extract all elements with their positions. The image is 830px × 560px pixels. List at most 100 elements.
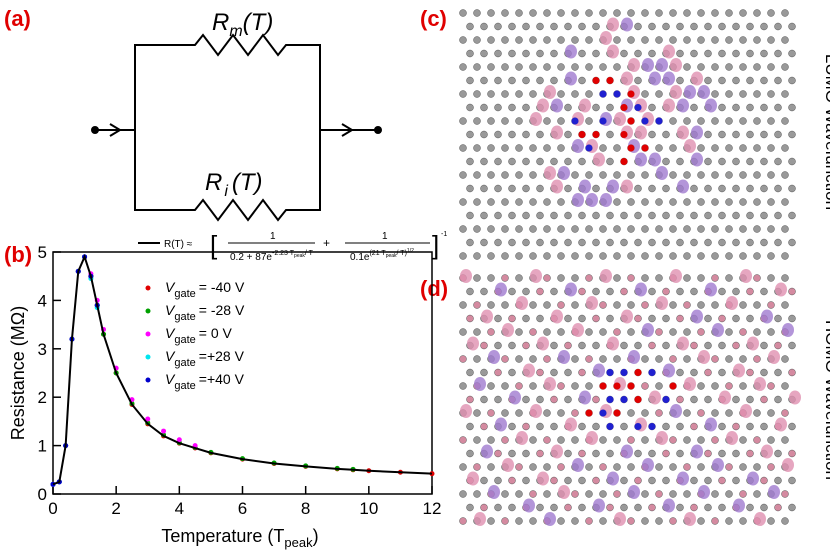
atom bbox=[774, 314, 782, 323]
atom bbox=[508, 211, 516, 220]
atom bbox=[501, 436, 509, 444]
orbital bbox=[600, 193, 612, 207]
atom bbox=[704, 476, 712, 485]
atom bbox=[571, 517, 579, 525]
panel-label: (b) bbox=[4, 242, 32, 267]
defect-atom bbox=[606, 77, 614, 84]
atom bbox=[578, 476, 586, 485]
atom bbox=[655, 382, 663, 390]
atom bbox=[585, 171, 593, 179]
atom bbox=[571, 225, 579, 233]
atom bbox=[459, 117, 467, 125]
atom bbox=[564, 130, 572, 139]
atom bbox=[592, 238, 600, 247]
atom bbox=[774, 238, 782, 247]
atom bbox=[536, 314, 544, 323]
atom bbox=[669, 144, 677, 152]
atom bbox=[599, 328, 607, 336]
atom bbox=[473, 409, 481, 417]
atom bbox=[648, 287, 656, 296]
atom bbox=[739, 301, 747, 309]
orbital bbox=[586, 193, 598, 207]
defect-atom bbox=[620, 104, 628, 111]
label: R bbox=[212, 9, 229, 36]
atom bbox=[704, 395, 712, 404]
atom bbox=[473, 436, 481, 444]
atom bbox=[697, 144, 705, 152]
atom bbox=[725, 382, 733, 390]
atom bbox=[592, 49, 600, 58]
orbital bbox=[544, 512, 556, 526]
legend-symbol: V bbox=[165, 325, 176, 341]
atom bbox=[529, 328, 537, 336]
panel-label: (a) bbox=[4, 6, 31, 31]
atom bbox=[662, 130, 670, 139]
atom bbox=[690, 103, 698, 112]
atom bbox=[641, 36, 649, 44]
atom bbox=[585, 517, 593, 525]
atom bbox=[781, 252, 789, 260]
atom bbox=[788, 130, 796, 139]
atom bbox=[494, 238, 502, 247]
orbital bbox=[621, 17, 633, 32]
orbital bbox=[691, 71, 703, 86]
atom bbox=[592, 395, 600, 404]
atom bbox=[515, 63, 523, 71]
atom bbox=[557, 517, 565, 525]
atom bbox=[487, 517, 495, 525]
atom bbox=[543, 36, 551, 44]
atom bbox=[753, 252, 761, 260]
atom bbox=[508, 103, 516, 112]
atom bbox=[641, 171, 649, 179]
atom bbox=[788, 157, 796, 166]
atom bbox=[718, 341, 726, 350]
atom bbox=[480, 422, 488, 431]
atom bbox=[515, 144, 523, 152]
atom bbox=[515, 409, 523, 417]
orbital bbox=[586, 296, 598, 310]
atom bbox=[683, 436, 691, 444]
atom bbox=[466, 76, 474, 85]
atom bbox=[732, 422, 740, 431]
defect-atom bbox=[669, 382, 677, 390]
atom bbox=[473, 36, 481, 44]
atom bbox=[753, 409, 761, 417]
atom bbox=[690, 287, 698, 296]
atom bbox=[697, 409, 705, 417]
defect-atom bbox=[613, 382, 621, 390]
atom bbox=[536, 368, 544, 377]
atom bbox=[683, 36, 691, 44]
atom bbox=[599, 225, 607, 233]
atom bbox=[711, 9, 719, 17]
arrow bbox=[341, 123, 354, 137]
label: (T) bbox=[232, 169, 263, 196]
atom bbox=[718, 211, 726, 220]
orbital bbox=[530, 404, 542, 418]
atom bbox=[753, 144, 761, 152]
orbital bbox=[516, 296, 528, 310]
atom bbox=[732, 22, 740, 31]
atom bbox=[676, 503, 684, 512]
atom bbox=[690, 22, 698, 31]
atom bbox=[564, 103, 572, 112]
orbital bbox=[544, 377, 556, 391]
legend-symbol: V bbox=[165, 371, 176, 387]
atom bbox=[571, 9, 579, 17]
label: Temperature (T bbox=[161, 526, 284, 546]
atom bbox=[746, 130, 754, 139]
atom bbox=[648, 341, 656, 350]
atom bbox=[487, 144, 495, 152]
atom bbox=[585, 9, 593, 17]
atom bbox=[648, 130, 656, 139]
atom bbox=[676, 238, 684, 247]
atom bbox=[732, 76, 740, 85]
atom bbox=[543, 225, 551, 233]
orbital bbox=[579, 390, 591, 405]
atom bbox=[725, 409, 733, 417]
atom bbox=[529, 144, 537, 152]
atom bbox=[711, 382, 719, 390]
atom bbox=[578, 368, 586, 377]
atom bbox=[739, 144, 747, 152]
atom bbox=[466, 184, 474, 193]
